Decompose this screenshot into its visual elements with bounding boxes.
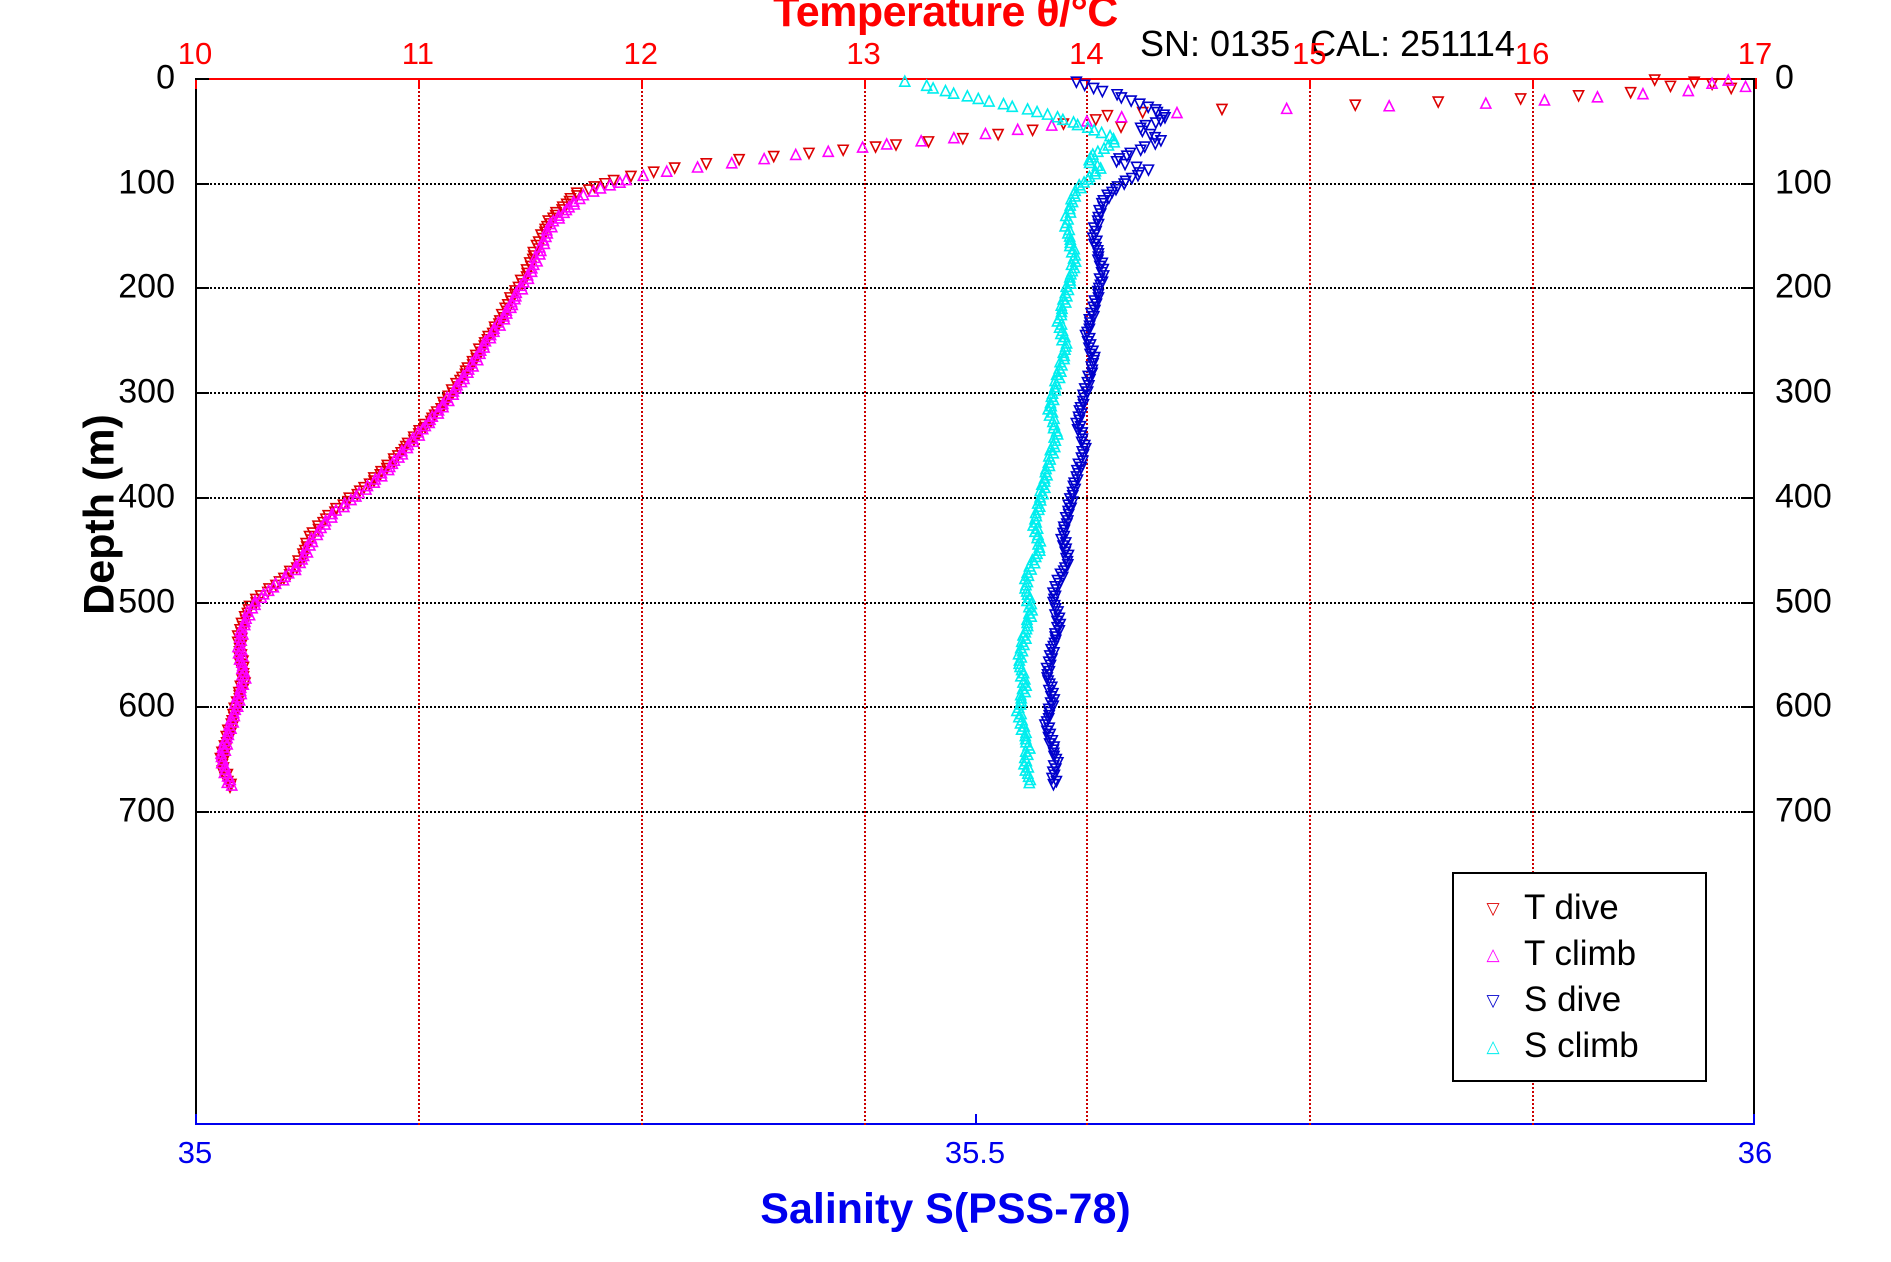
tick-label-salinity: 35 xyxy=(177,1135,213,1170)
tick-label-depth-right: 300 xyxy=(1775,372,1832,411)
legend-item-t-climb[interactable]: △ T climb xyxy=(1454,931,1705,977)
plot-area xyxy=(195,73,1757,1125)
tick-label-depth-right: 100 xyxy=(1775,163,1832,202)
tick-top xyxy=(417,78,420,89)
gridline-horizontal xyxy=(195,392,1755,395)
tick-top xyxy=(1309,78,1312,89)
tick-right xyxy=(1741,182,1755,185)
tick-label-depth-right: 600 xyxy=(1775,686,1832,725)
gridline-horizontal xyxy=(195,601,1755,604)
salinity-axis-title: Salinity S(PSS-78) xyxy=(760,1185,1131,1233)
tick-label-temperature: 17 xyxy=(1737,36,1773,71)
tick-label-temperature: 16 xyxy=(1514,36,1550,71)
tick-right xyxy=(1741,496,1755,499)
tick-label-depth-left: 500 xyxy=(118,582,175,620)
tick-left xyxy=(195,78,209,80)
legend-marker-icon: △ xyxy=(1486,1036,1500,1056)
series-s-climb xyxy=(898,74,1121,789)
legend-label: T dive xyxy=(1524,888,1619,927)
tick-right xyxy=(1741,810,1755,813)
tick-label-salinity: 36 xyxy=(1737,1135,1773,1170)
temperature-axis-title: Temperature θ/°C xyxy=(773,0,1118,36)
tick-left xyxy=(195,182,209,185)
tick-right xyxy=(1741,287,1755,290)
tick-left xyxy=(195,706,209,709)
tick-right xyxy=(1741,601,1755,604)
tick-bottom xyxy=(1753,1114,1755,1125)
series-t-dive xyxy=(214,74,1738,794)
tick-label-depth-left: 400 xyxy=(118,477,175,516)
axis-line-top xyxy=(195,78,1755,80)
tick-top xyxy=(1532,78,1535,89)
tick-label-salinity: 35.5 xyxy=(944,1135,1006,1170)
tick-label-temperature: 13 xyxy=(846,36,881,71)
tick-right xyxy=(1741,392,1755,395)
gridline-horizontal xyxy=(195,287,1755,290)
tick-right xyxy=(1741,706,1755,709)
tick-label-depth-left: 700 xyxy=(118,791,175,830)
tick-label-temperature: 15 xyxy=(1292,36,1327,71)
tick-label-depth-right: 200 xyxy=(1775,267,1832,306)
tick-label-depth-right: 700 xyxy=(1775,791,1832,830)
legend-label: T climb xyxy=(1524,934,1637,973)
gridline-horizontal xyxy=(195,496,1755,499)
gridline-horizontal xyxy=(195,706,1755,709)
legend-label: S climb xyxy=(1524,1026,1639,1065)
tick-label-depth-left: 300 xyxy=(118,372,175,411)
data-series-layer xyxy=(214,73,1752,794)
series-t-climb xyxy=(214,73,1752,791)
legend-item-s-dive[interactable]: ▽ S dive xyxy=(1454,977,1705,1023)
gridline-horizontal xyxy=(195,182,1755,185)
tick-left xyxy=(195,392,209,395)
tick-left xyxy=(195,810,209,813)
tick-label-depth-right: 500 xyxy=(1775,582,1832,620)
tick-top xyxy=(1755,78,1757,89)
tick-left xyxy=(195,601,209,604)
legend-marker-icon: ▽ xyxy=(1486,898,1500,918)
legend-item-t-dive[interactable]: ▽ T dive xyxy=(1454,885,1705,931)
tick-top xyxy=(640,78,643,89)
legend-label: S dive xyxy=(1524,980,1622,1019)
tick-label-depth-left: 200 xyxy=(118,267,175,306)
tick-top xyxy=(863,78,866,89)
tick-label-temperature: 12 xyxy=(623,36,658,71)
tick-bottom xyxy=(975,1114,977,1125)
legend-item-s-climb[interactable]: △ S climb xyxy=(1454,1023,1705,1069)
tick-label-depth-left: 0 xyxy=(156,58,175,97)
tick-label-depth-left: 600 xyxy=(118,686,175,725)
tick-label-depth-right: 0 xyxy=(1775,58,1794,97)
tick-label-temperature: 11 xyxy=(401,36,434,71)
tick-left xyxy=(195,287,209,290)
tick-label-depth-right: 400 xyxy=(1775,477,1832,516)
legend-marker-icon: △ xyxy=(1486,944,1500,964)
tick-left xyxy=(195,496,209,499)
depth-axis-title: Depth (m) xyxy=(75,414,124,615)
tick-right xyxy=(1741,78,1755,80)
gridline-horizontal xyxy=(195,810,1755,813)
tick-label-depth-left: 100 xyxy=(118,163,175,202)
tick-top xyxy=(195,78,197,89)
sensor-annotation: SN: 0135 CAL: 251114 xyxy=(1140,23,1515,64)
tick-label-temperature: 14 xyxy=(1069,36,1104,71)
legend[interactable]: ▽ T dive △ T climb ▽ S dive △ S climb xyxy=(1452,872,1707,1082)
tick-bottom xyxy=(195,1114,197,1125)
tick-label-temperature: 10 xyxy=(177,36,213,71)
series-s-dive xyxy=(1038,76,1172,792)
legend-marker-icon: ▽ xyxy=(1486,990,1500,1010)
